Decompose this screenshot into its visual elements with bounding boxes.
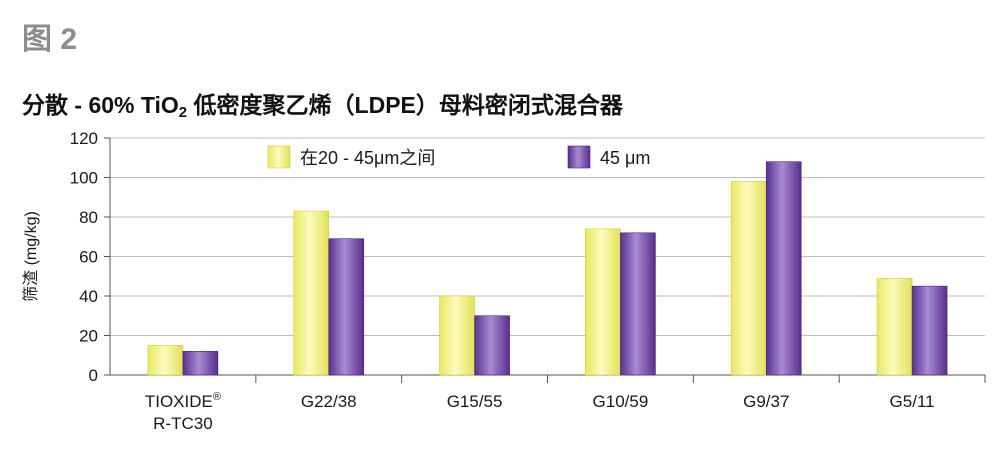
y-tick-label: 0	[89, 366, 98, 385]
y-tick-label: 100	[70, 169, 98, 188]
bar-series2	[328, 238, 365, 376]
bar-series1	[876, 277, 913, 376]
chart-title: 分散 - 60% TiO2 低密度聚乙烯（LDPE）母料密闭式混合器	[22, 86, 623, 121]
title-suffix2: ）母料密闭式混合器	[415, 92, 623, 118]
y-tick-label: 20	[79, 327, 98, 346]
title-bold-ldpe: LDPE	[354, 92, 416, 118]
bars	[147, 161, 948, 376]
title-suffix: 低密度聚乙烯（	[187, 92, 355, 118]
x-category-label: G15/55	[447, 392, 503, 411]
legend-swatch	[567, 145, 591, 169]
legend-label: 在20 - 45μm之间	[300, 148, 435, 168]
bar-series2	[182, 350, 219, 376]
axes	[104, 137, 986, 383]
title-bold-subscript: 2	[178, 104, 188, 121]
figure-label: 图 2	[22, 23, 78, 56]
x-category-label: G5/11	[890, 392, 935, 411]
y-tick-label: 120	[70, 129, 98, 148]
y-tick-label: 40	[79, 287, 98, 306]
x-category-label: R-TC30	[153, 414, 213, 433]
bar-series2	[911, 285, 948, 376]
axis-labels: 0 20 40 60 80 100 120 筛渣 (mg/kg) TIOXIDE® R-TC30 G…	[21, 129, 935, 433]
x-category-label: G10/59	[593, 392, 649, 411]
y-tick-label: 60	[79, 248, 98, 267]
bar-series1	[147, 345, 184, 376]
bar-series2	[765, 161, 802, 376]
y-tick-label: 80	[79, 208, 98, 227]
bar-series2	[474, 315, 510, 376]
y-axis-label: 筛渣 (mg/kg)	[21, 211, 40, 302]
x-category-label: G22/38	[301, 392, 357, 411]
title-bold-main: 60% TiO	[88, 92, 179, 118]
bar-series1	[293, 210, 330, 376]
x-category-label: TIOXIDE®	[145, 391, 221, 411]
bar-series1	[585, 228, 621, 376]
bar-series1	[439, 295, 475, 376]
title-prefix: 分散 -	[22, 92, 89, 118]
bar-series1	[730, 181, 767, 376]
legend-swatch	[267, 145, 291, 169]
legend: 在20 - 45μm之间 45 μm	[267, 145, 650, 169]
legend-label: 45 μm	[600, 148, 650, 168]
grid-lines	[110, 137, 985, 336]
x-category-label: G9/37	[743, 392, 789, 411]
bar-series2	[620, 232, 656, 376]
